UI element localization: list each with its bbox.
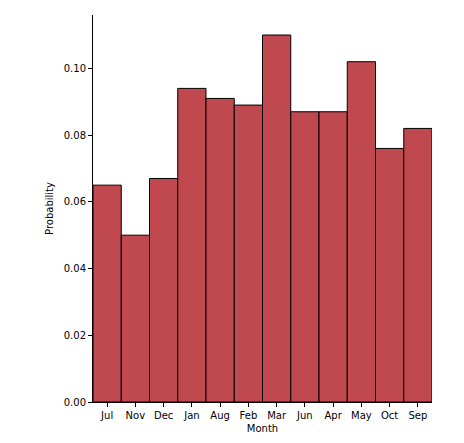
svg-text:Probability: Probability	[44, 182, 55, 235]
svg-text:Aug: Aug	[210, 410, 230, 421]
svg-text:May: May	[351, 410, 372, 421]
svg-text:Mar: Mar	[267, 410, 287, 421]
svg-text:0.04: 0.04	[64, 263, 86, 274]
svg-text:Month: Month	[247, 423, 278, 434]
svg-text:Feb: Feb	[240, 410, 258, 421]
svg-text:Jul: Jul	[100, 410, 113, 421]
svg-text:Sep: Sep	[408, 410, 427, 421]
svg-text:0.10: 0.10	[64, 63, 86, 74]
svg-text:0.08: 0.08	[64, 130, 86, 141]
svg-text:Dec: Dec	[154, 410, 173, 421]
svg-text:Jun: Jun	[296, 410, 313, 421]
svg-text:Apr: Apr	[324, 410, 342, 421]
svg-text:0.00: 0.00	[64, 397, 86, 408]
svg-text:Nov: Nov	[126, 410, 146, 421]
svg-text:Oct: Oct	[381, 410, 398, 421]
svg-text:Jan: Jan	[183, 410, 199, 421]
svg-text:0.02: 0.02	[64, 330, 86, 341]
svg-text:0.06: 0.06	[64, 196, 86, 207]
